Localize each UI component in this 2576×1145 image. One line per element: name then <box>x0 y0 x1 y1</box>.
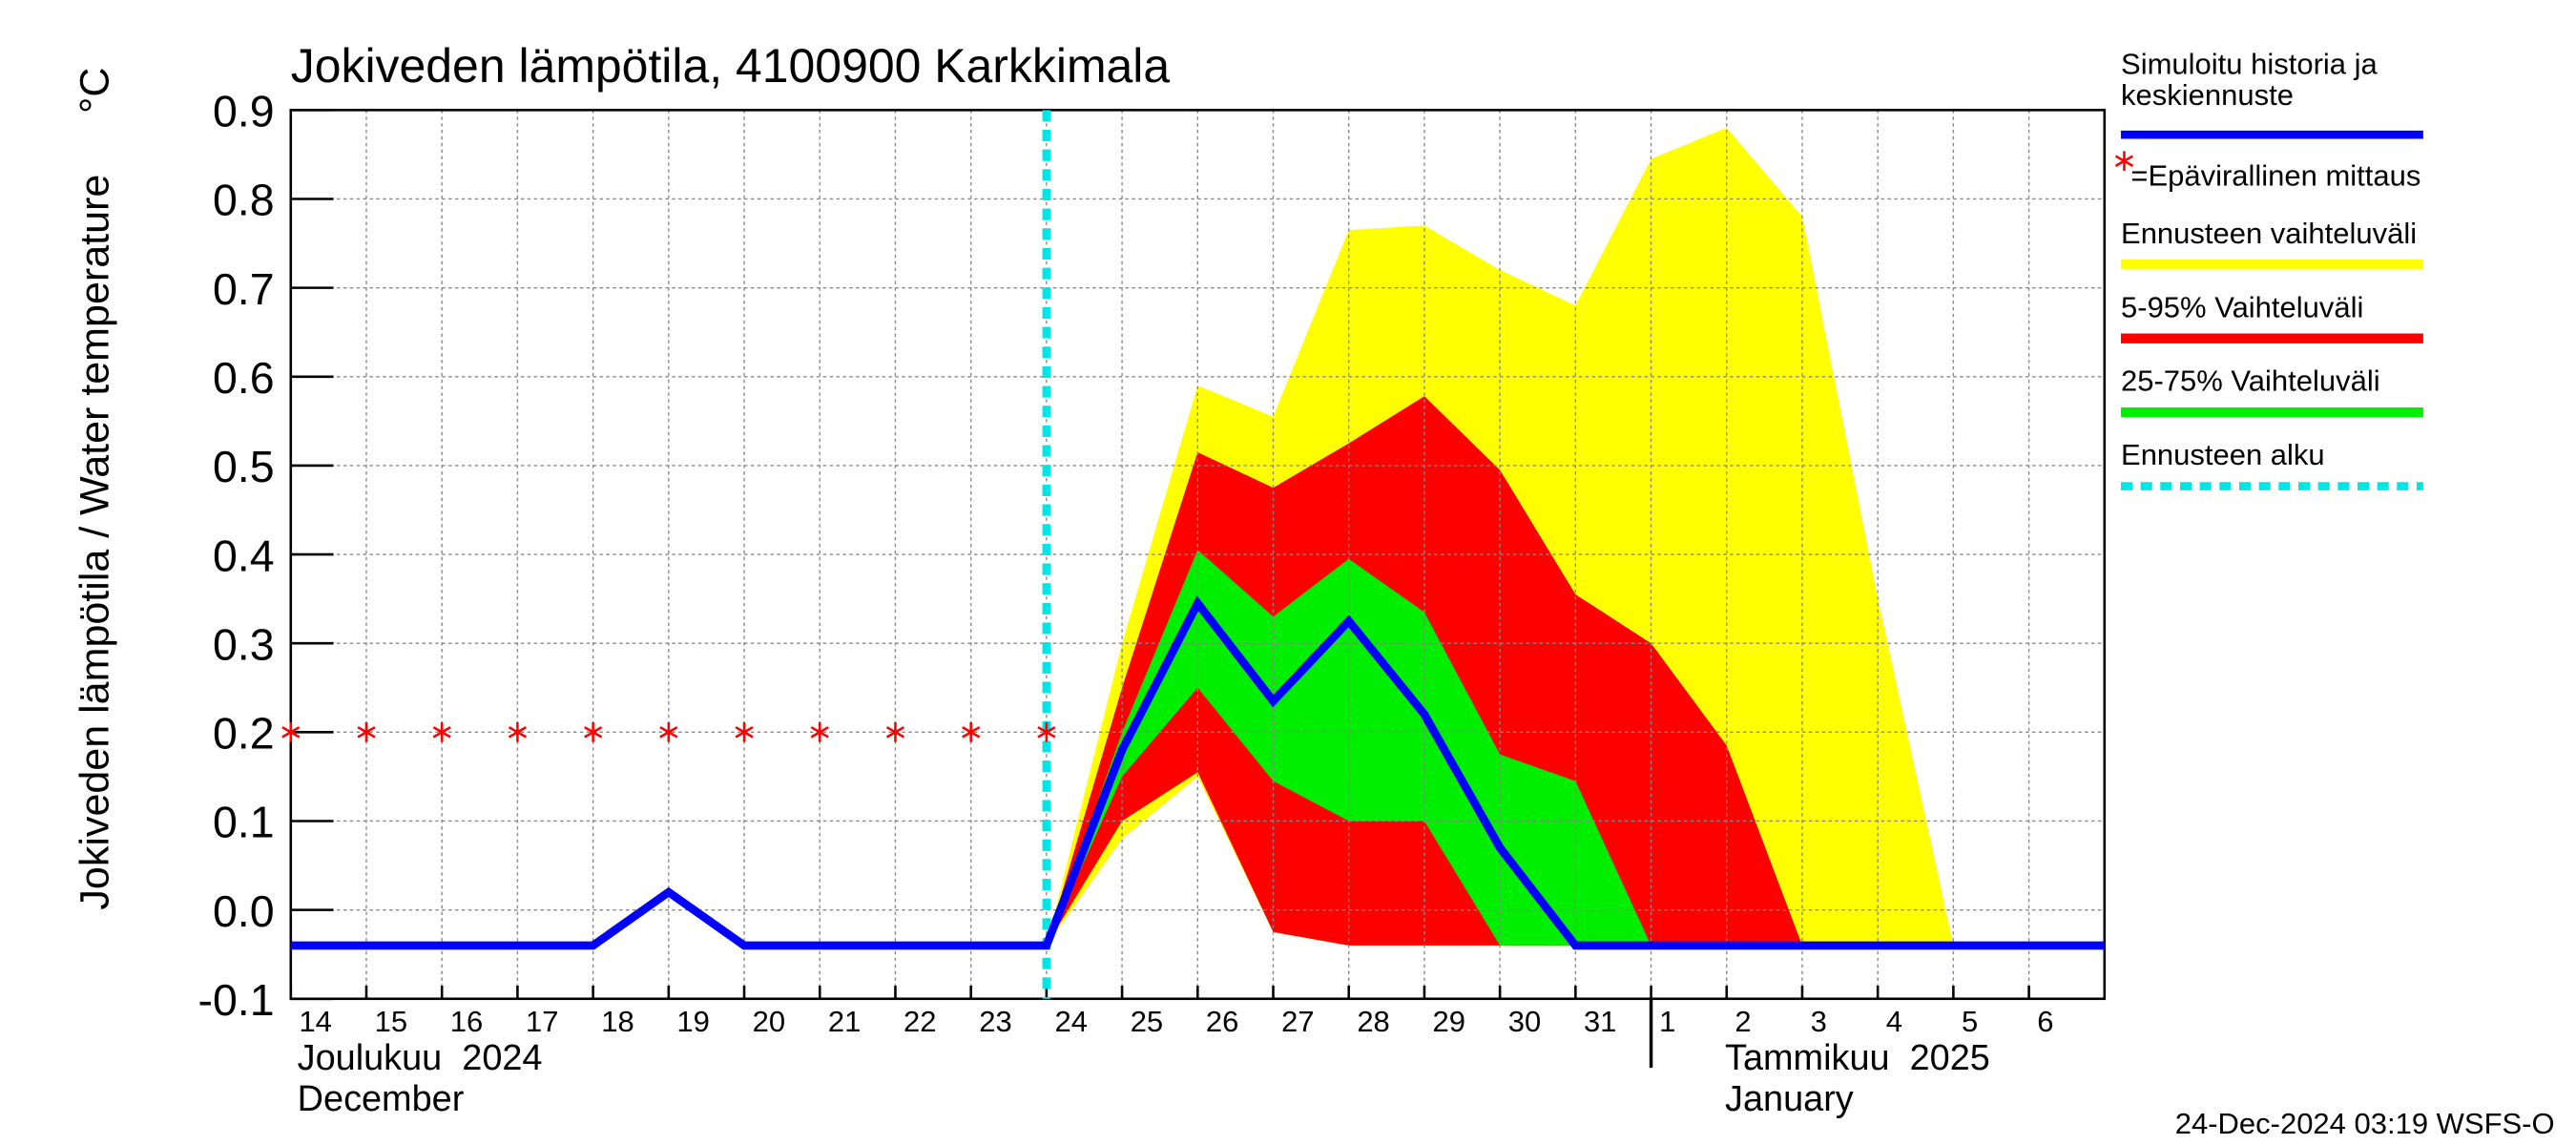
x-tick-label: 4 <box>1886 1005 1902 1038</box>
legend-label: Ennusteen vaihteluväli <box>2121 217 2417 250</box>
x-tick-label: 29 <box>1433 1005 1465 1038</box>
x-tick-label: 31 <box>1584 1005 1616 1038</box>
y-tick-label: 0.5 <box>213 442 275 491</box>
measurement-marker <box>432 722 451 742</box>
legend-label: =Epävirallinen mittaus <box>2130 159 2420 193</box>
y-tick-label: 0.0 <box>213 886 275 936</box>
x-tick-label: 25 <box>1131 1005 1163 1038</box>
y-tick-label: 0.1 <box>213 798 275 847</box>
month-label: January <box>1725 1079 1854 1119</box>
x-tick-label: 1 <box>1659 1005 1675 1038</box>
x-tick-label: 17 <box>526 1005 558 1038</box>
x-tick-label: 21 <box>828 1005 861 1038</box>
x-tick-label: 15 <box>375 1005 407 1038</box>
x-tick-label: 30 <box>1508 1005 1541 1038</box>
chart-title: Jokiveden lämpötila, 4100900 Karkkimala <box>291 39 1171 93</box>
measurement-marker <box>735 722 754 742</box>
measurement-marker <box>962 722 981 742</box>
legend-label: Simuloitu historia ja keskiennuste <box>2121 49 2378 113</box>
x-tick-label: 2 <box>1735 1005 1751 1038</box>
x-tick-label: 24 <box>1054 1005 1087 1038</box>
x-tick-label: 28 <box>1357 1005 1389 1038</box>
x-tick-label: 18 <box>601 1005 634 1038</box>
y-tick-label: 0.6 <box>213 353 275 403</box>
measurement-marker <box>357 722 376 742</box>
month-label: Tammikuu 2025 <box>1725 1038 1990 1078</box>
measurement-marker <box>1037 722 1056 742</box>
x-tick-label: 20 <box>753 1005 785 1038</box>
x-tick-label: 22 <box>904 1005 936 1038</box>
y-axis-label: Jokiveden lämpötila / Water temperature <box>73 175 118 910</box>
y-axis-unit: °C <box>73 68 118 114</box>
month-label: December <box>298 1079 465 1119</box>
measurement-marker <box>659 722 678 742</box>
plot-frame <box>289 109 2107 1001</box>
x-tick-label: 16 <box>450 1005 483 1038</box>
measurement-marker <box>810 722 829 742</box>
month-label: Joulukuu 2024 <box>298 1038 543 1078</box>
y-tick-label: 0.4 <box>213 531 275 580</box>
x-tick-label: 19 <box>676 1005 709 1038</box>
legend-label: 5-95% Vaihteluväli <box>2121 290 2363 323</box>
legend-label: 25-75% Vaihteluväli <box>2121 364 2380 398</box>
x-tick-label: 23 <box>979 1005 1011 1038</box>
x-tick-label: 3 <box>1811 1005 1827 1038</box>
y-tick-label: 0.9 <box>213 87 275 136</box>
y-tick-label: 0.8 <box>213 176 275 225</box>
legend-label: Simuloitu historia ja keskiennuste <box>2121 49 2378 113</box>
measurement-marker <box>885 722 905 742</box>
x-tick-label: 5 <box>1962 1005 1978 1038</box>
footer: 24-Dec-2024 03:19 WSFS-O <box>2175 1107 2555 1140</box>
legend-label: Ennusteen alku <box>2121 438 2325 471</box>
y-tick-label: 0.3 <box>213 619 275 669</box>
y-tick-label: 0.7 <box>213 264 275 314</box>
x-tick-label: 27 <box>1281 1005 1314 1038</box>
y-tick-label: -0.1 <box>197 975 274 1025</box>
y-tick-label: 0.2 <box>213 709 275 759</box>
median-line <box>290 595 2105 950</box>
x-tick-label: 26 <box>1206 1005 1238 1038</box>
x-tick-label: 6 <box>2037 1005 2053 1038</box>
measurement-marker <box>2114 151 2134 172</box>
x-tick-label: 14 <box>299 1005 331 1038</box>
measurement-marker <box>508 722 528 742</box>
measurement-marker <box>584 722 603 742</box>
measurement-marker <box>281 722 301 742</box>
